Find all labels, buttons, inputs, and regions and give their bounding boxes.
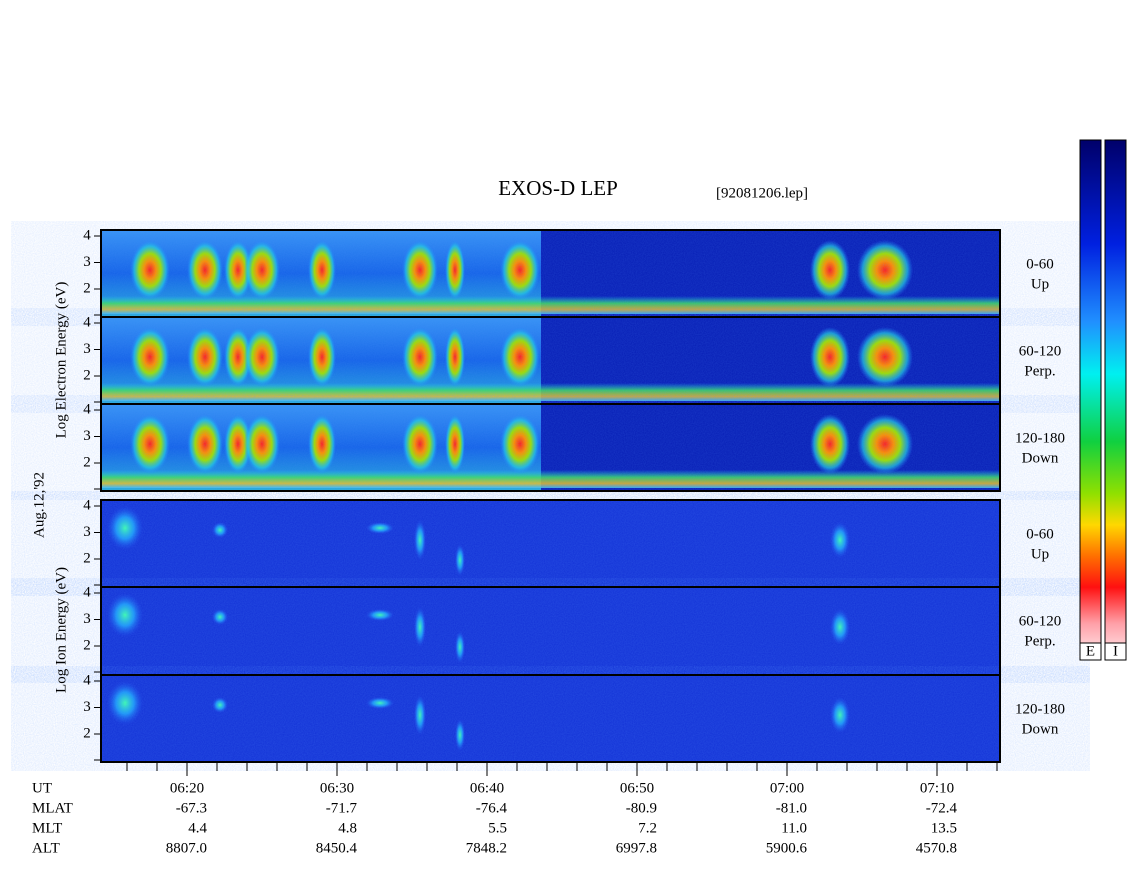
energy-tick-label: 4	[83, 672, 91, 688]
spectrograms	[100, 229, 1001, 763]
orbit-value: 8807.0	[166, 840, 207, 856]
orbit-value: 5900.6	[766, 840, 808, 856]
direction-label: Up	[1031, 276, 1049, 292]
orbit-value: 13.5	[931, 820, 957, 836]
orbit-value: 8450.4	[316, 840, 358, 856]
direction-label: Down	[1022, 450, 1059, 466]
colorbar-box	[1079, 642, 1102, 661]
energy-tick-label: 4	[83, 497, 91, 513]
energy-tick-label: 4	[83, 227, 91, 243]
orbit-value: 07:10	[920, 780, 954, 796]
energy-tick-label: 4	[83, 584, 91, 600]
energy-tick-label: 2	[83, 367, 91, 383]
pitch-label: 0-60	[1026, 256, 1054, 272]
energy-tick-label: 4	[83, 314, 91, 330]
energy-tick-label: 3	[83, 341, 91, 357]
colorbars: E I	[1079, 139, 1127, 661]
orbit-value: 06:50	[620, 780, 654, 796]
orbit-row-label: ALT	[32, 840, 60, 856]
orbit-row-label: MLT	[32, 820, 62, 836]
plot-frame	[100, 229, 1001, 492]
energy-tick-label: 2	[83, 637, 91, 653]
pitch-label: 0-60	[1026, 526, 1054, 542]
spectrogram-noise	[101, 500, 1000, 587]
orbit-value: 11.0	[781, 820, 807, 836]
plot-frame	[100, 499, 1001, 763]
energy-tick-label: 2	[83, 280, 91, 296]
direction-label: Perp.	[1024, 633, 1055, 649]
spectrogram-noise	[101, 587, 1000, 674]
direction-label: Down	[1022, 721, 1059, 737]
pitch-label: 60-120	[1019, 343, 1062, 359]
orbit-value: -67.3	[176, 800, 207, 816]
date: Aug.12,'92	[31, 472, 47, 538]
energy-tick-label: 4	[83, 401, 91, 417]
ion-axis-label: Log Ion Energy (eV)	[53, 567, 69, 693]
orbit-value: 07:00	[770, 780, 804, 796]
energy-tick-label: 2	[83, 725, 91, 741]
energy-tick-label: 2	[83, 550, 91, 566]
colorbar-box	[1104, 642, 1127, 661]
orbit-value: -71.7	[326, 800, 358, 816]
colorbar-label: I	[1113, 643, 1118, 659]
spectrogram-noise	[101, 404, 1000, 491]
colorbar	[1104, 139, 1127, 661]
energy-tick-label: 3	[83, 524, 91, 540]
orbit-value: -72.4	[926, 800, 958, 816]
orbit-value: 7848.2	[466, 840, 507, 856]
orbit-value: -76.4	[476, 800, 508, 816]
orbit-value: 4570.8	[916, 840, 957, 856]
orbit-value: 7.2	[638, 820, 657, 836]
orbit-value: 6997.8	[616, 840, 657, 856]
orbit-value: 4.8	[338, 820, 357, 836]
colorbar	[1079, 139, 1102, 661]
pitch-label: 120-180	[1015, 701, 1065, 717]
orbit-value: 06:20	[170, 780, 204, 796]
spectrogram-noise	[101, 230, 1000, 317]
direction-label: Perp.	[1024, 363, 1055, 379]
pitch-label: 60-120	[1019, 613, 1062, 629]
pitch-label: 120-180	[1015, 430, 1065, 446]
direction-label: Up	[1031, 546, 1049, 562]
orbit-row-label: UT	[32, 780, 52, 796]
orbit-value: 4.4	[188, 820, 207, 836]
orbit-value: 06:40	[470, 780, 504, 796]
spectrogram-noise	[101, 675, 1000, 762]
orbit-value: 5.5	[488, 820, 507, 836]
file-name: [92081206.lep]	[716, 185, 808, 201]
colorbar-label: E	[1086, 643, 1095, 659]
energy-tick-label: 3	[83, 699, 91, 715]
spectrogram-noise	[101, 317, 1000, 404]
electron-axis-label: Log Electron Energy (eV)	[53, 282, 69, 439]
orbit-value: 06:30	[320, 780, 354, 796]
energy-tick-label: 3	[83, 611, 91, 627]
energy-tick-label: 3	[83, 254, 91, 270]
orbit-value: -81.0	[776, 800, 807, 816]
orbit-value: -80.9	[626, 800, 657, 816]
orbit-row-label: MLAT	[32, 800, 73, 816]
title: EXOS-D LEP	[498, 176, 618, 200]
energy-tick-label: 3	[83, 428, 91, 444]
energy-tick-label: 2	[83, 454, 91, 470]
